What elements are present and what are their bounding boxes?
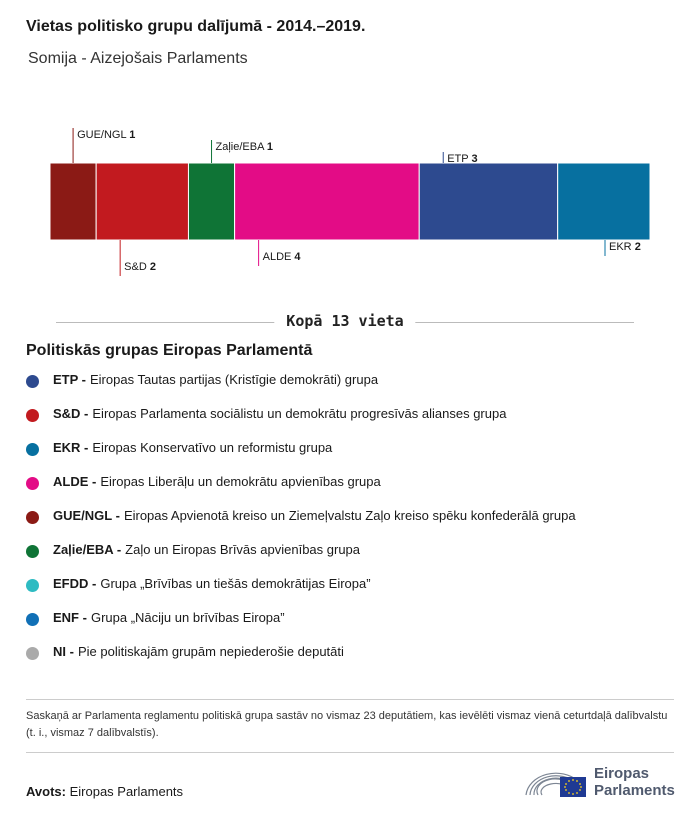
legend-dot-icon [26,613,39,626]
bar-segment-alde [234,162,420,241]
legend-dot-icon [26,375,39,388]
segment-label-s-d: S&D 2 [124,261,156,273]
legend-description: Pie politiskajām grupām nepiederošie dep… [77,644,344,659]
legend: ETP - Eiropas Tautas partijas (Kristīgie … [26,372,676,678]
total-seats-divider: Kopā 13 vieta [56,312,634,332]
source-value: Eiropas Parlaments [69,784,184,799]
bar-segment-s-d [95,162,189,241]
chart-subtitle: Somija - Aizejošais Parlaments [28,50,248,67]
legend-abbr: ENF - [53,610,87,625]
legend-abbr: EKR - [53,440,89,455]
segment-label-ekr: EKR 2 [609,241,641,253]
legend-title: Politiskās grupas Eiropas Parlamentā [26,342,313,359]
legend-item: ENF - Grupa „Nāciju un brīvības Eiropa” [26,610,676,644]
legend-description: Eiropas Parlamenta sociālistu un demokrā… [92,406,507,421]
legend-dot-icon [26,409,39,422]
legend-item: S&D - Eiropas Parlamenta sociālistu un de… [26,406,676,440]
legend-abbr: ALDE - [53,474,97,489]
legend-item: GUE/NGL - Eiropas Apvienotā kreiso un Zie… [26,508,676,542]
legend-dot-icon [26,579,39,592]
legend-description: Grupa „Nāciju un brīvības Eiropa” [90,610,285,625]
bar-segment-etp [418,162,559,241]
legend-item: ETP - Eiropas Tautas partijas (Kristīgie … [26,372,676,406]
footnote: Saskaņā ar Parlamenta reglamentu politis… [26,710,668,739]
legend-description: Eiropas Konservatīvo un reformistu grupa [92,440,333,455]
logo-line-2: Parlaments [594,782,675,799]
legend-description: Eiropas Tautas partijas (Kristīgie demok… [90,372,379,387]
legend-dot-icon [26,477,39,490]
legend-abbr: EFDD - [53,576,97,591]
legend-description: Eiropas Apvienotā kreiso un Ziemeļvalstu… [123,508,576,523]
bar-segment-gue-ngl [49,162,97,241]
segment-label-alde: ALDE 4 [263,251,302,263]
legend-abbr: NI - [53,644,74,659]
total-seats-label: Kopā 13 vieta [274,312,416,330]
logo-line-1: Eiropas [594,765,650,782]
ep-logo: Eiropas Parlaments [522,763,682,803]
divider-bottom [26,752,674,753]
source-label: Avots: [26,784,66,799]
legend-item: Zaļie/EBA - Zaļo un Eiropas Brīvās apvien… [26,542,676,576]
legend-item: ALDE - Eiropas Liberāļu un demokrātu apvi… [26,474,676,508]
legend-abbr: Zaļie/EBA - [53,542,122,557]
chart-title: Vietas politisko grupu dalījumā - 2014.–… [26,18,366,35]
legend-dot-icon [26,545,39,558]
legend-description: Eiropas Liberāļu un demokrātu apvienības… [100,474,381,489]
segment-label-za-ie-eba: Zaļie/EBA 1 [216,141,273,153]
legend-item: NI - Pie politiskajām grupām nepiederošie… [26,644,676,678]
legend-description: Grupa „Brīvības un tiešās demokrātijas E… [100,576,371,591]
legend-abbr: S&D - [53,406,89,421]
legend-dot-icon [26,443,39,456]
seat-distribution-chart: GUE/NGL 1 S&D 2 Zaļie/EBA 1 ALDE 4 ETP 3 EKR … [49,128,651,276]
segment-label-gue-ngl: GUE/NGL 1 [77,129,135,141]
legend-item: EFDD - Grupa „Brīvības un tiešās demokrāt… [26,576,676,610]
legend-abbr: GUE/NGL - [53,508,120,523]
legend-item: EKR - Eiropas Konservatīvo un reformistu … [26,440,676,474]
source: Avots: Eiropas Parlaments [26,784,183,799]
legend-dot-icon [26,647,39,660]
legend-abbr: ETP - [53,372,86,387]
divider-top [26,699,674,700]
segment-label-etp: ETP 3 [447,153,477,165]
logo-text: Eiropas Parlaments [594,765,675,799]
legend-description: Zaļo un Eiropas Brīvās apvienības grupa [125,542,361,557]
bar-segment-za-ie-eba [187,162,236,241]
parliament-emblem-icon [525,772,586,797]
legend-dot-icon [26,511,39,524]
bar-segment-ekr [557,162,651,241]
